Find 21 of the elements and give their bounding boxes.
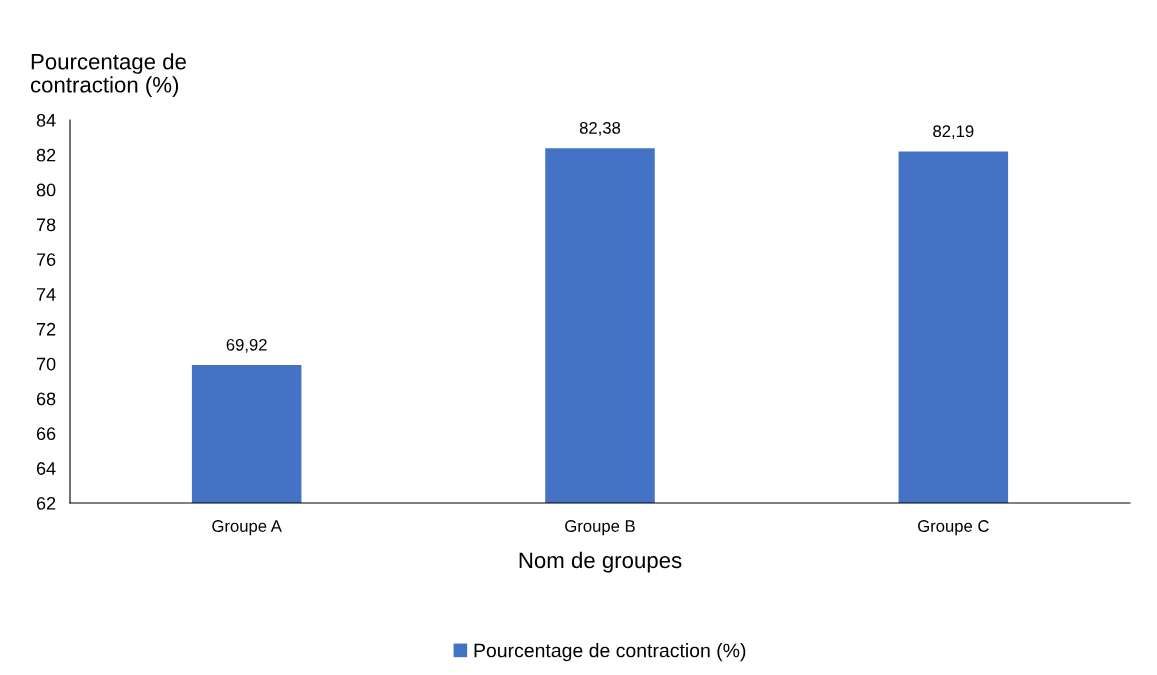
x-tick-label: Groupe A xyxy=(212,520,282,536)
legend-label: Pourcentage de contraction (%) xyxy=(474,643,746,662)
y-tick-label: 70 xyxy=(36,357,56,371)
x-axis-title: Nom de groupes xyxy=(519,551,682,573)
y-tick-label: 78 xyxy=(36,218,56,232)
y-tick-label: 66 xyxy=(36,427,56,441)
y-tick-label: 68 xyxy=(36,392,56,406)
y-tick-label: 82 xyxy=(36,148,56,162)
y-axis-title: Pourcentage de contraction (%) xyxy=(30,53,186,97)
y-tick-label: 74 xyxy=(36,288,56,301)
x-tick-label: Groupe C xyxy=(918,520,989,536)
data-label: 69,92 xyxy=(226,338,267,353)
y-tick-label: 80 xyxy=(36,183,56,197)
x-tick-label: Groupe B xyxy=(565,520,635,536)
y-tick-label: 62 xyxy=(36,496,56,510)
y-tick-label: 84 xyxy=(36,113,56,127)
data-label: 82,38 xyxy=(579,122,621,136)
data-label: 82,19 xyxy=(933,125,974,140)
y-tick-label: 64 xyxy=(36,462,56,475)
y-tick-label: 76 xyxy=(36,253,56,266)
y-tick-label: 72 xyxy=(36,322,56,336)
